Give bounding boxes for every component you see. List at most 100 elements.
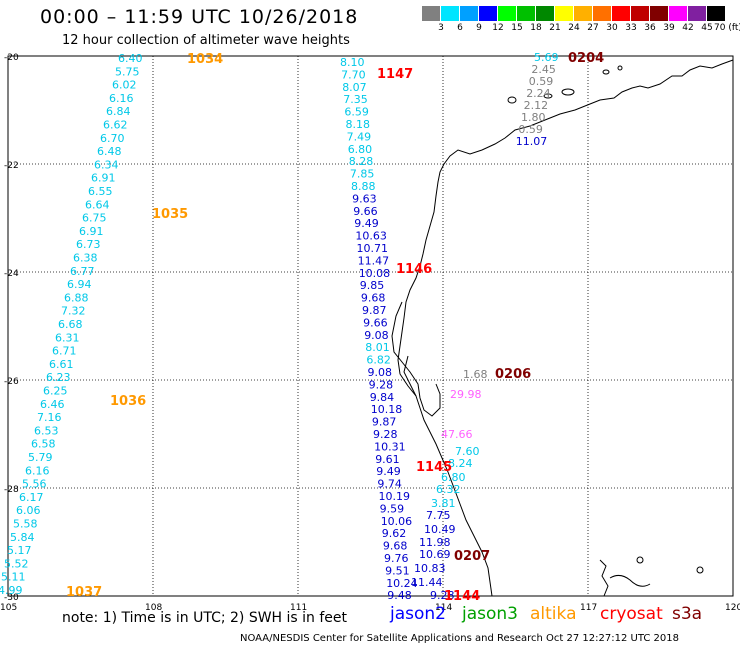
track-value: 7.60 <box>455 445 480 458</box>
track-value: 9.49 <box>376 465 401 478</box>
track-value: 5.11 <box>1 571 26 584</box>
track-value: 6.16 <box>109 92 134 105</box>
island <box>636 556 644 564</box>
legend-swatch <box>707 6 725 21</box>
track-value: 9.84 <box>370 391 395 404</box>
coastline-se <box>599 559 609 597</box>
track-value: 9.68 <box>383 540 408 553</box>
island <box>561 88 575 96</box>
track-value: 10.31 <box>374 440 406 453</box>
track-value: 6.32 <box>436 483 461 496</box>
lon-label: 111 <box>290 603 307 613</box>
track-value: 8.88 <box>351 180 376 193</box>
legend-label: 36 <box>644 23 656 33</box>
pass-id-label: 1146 <box>396 262 432 277</box>
track-value: 5.75 <box>115 65 140 78</box>
track-value: 9.66 <box>353 205 378 218</box>
track-value: 10.24 <box>386 577 418 590</box>
track-value: 4.99 <box>0 584 23 597</box>
track-value: 5.84 <box>10 531 35 544</box>
track-value: 10.69 <box>419 548 451 561</box>
lat-label: -22 <box>4 161 19 171</box>
track-value: 6.46 <box>40 398 65 411</box>
track-value: 9.62 <box>382 527 407 540</box>
track-value: 6.62 <box>103 119 128 132</box>
track-value: 2.12 <box>524 99 549 112</box>
island <box>617 65 623 71</box>
sat-altika: altika <box>530 604 577 624</box>
island <box>507 96 517 104</box>
track-value: 6.31 <box>55 331 80 344</box>
sat-jason2: jason2 <box>390 604 446 624</box>
track-value: 9.87 <box>362 304 387 317</box>
track-value: 10.08 <box>359 267 391 280</box>
track-value: 6.16 <box>25 464 50 477</box>
legend-swatch <box>688 6 706 21</box>
track-value: 9.28 <box>369 378 394 391</box>
track-value: 9.76 <box>384 552 409 565</box>
coastline-bay <box>391 301 441 417</box>
track-value: 5.52 <box>4 557 29 570</box>
track-value: 6.68 <box>58 318 83 331</box>
legend-label: 6 <box>457 23 463 33</box>
peninsula <box>403 355 417 397</box>
track-value: 6.77 <box>70 265 95 278</box>
pass-id-label: 1145 <box>416 460 452 475</box>
track-value: 6.91 <box>79 225 104 238</box>
legend-label: 33 <box>625 23 637 33</box>
track-value: 6.23 <box>46 371 71 384</box>
track-value: 6.73 <box>76 238 101 251</box>
legend-swatch <box>498 6 516 21</box>
track-value: 9.74 <box>377 478 402 491</box>
track-value: 9.85 <box>360 279 385 292</box>
track-value: 11.44 <box>411 576 443 589</box>
legend-label: 3 <box>438 23 444 33</box>
track-value: 6.91 <box>91 172 116 185</box>
track-value: 11.07 <box>516 135 548 148</box>
track-value: 9.51 <box>385 564 410 577</box>
legend-swatch <box>650 6 668 21</box>
track-value: 6.61 <box>49 358 74 371</box>
track-value: 9.48 <box>387 589 412 602</box>
track-value: 7.16 <box>37 411 62 424</box>
legend-label: 21 <box>549 23 561 33</box>
track-value: 6.02 <box>112 79 137 92</box>
track-value: 6.94 <box>67 278 92 291</box>
legend-label: 42 <box>682 23 694 33</box>
track-value: 9.59 <box>380 502 405 515</box>
track-value: 8.28 <box>349 155 374 168</box>
track-value: 11.98 <box>419 536 451 549</box>
track-value: 5.69 <box>534 51 559 64</box>
track-value: 6.48 <box>97 145 122 158</box>
track-value: 6.59 <box>344 106 369 119</box>
pass-id-label: 1036 <box>110 394 146 409</box>
track-value: 7.70 <box>341 68 366 81</box>
footer-note: note: 1) Time is in UTC; 2) SWH is in fe… <box>62 610 348 626</box>
track-value: 6.38 <box>73 252 98 265</box>
legend-swatch <box>631 6 649 21</box>
track-value: 9.87 <box>372 416 397 429</box>
sat-s3a: s3a <box>672 604 703 624</box>
lat-label: -24 <box>4 269 19 279</box>
track-value: 9.08 <box>368 366 393 379</box>
legend-label: 12 <box>492 23 504 33</box>
pass-id-label: 1144 <box>444 589 480 604</box>
track-value: 7.32 <box>61 305 86 318</box>
track-value: 5.79 <box>28 451 53 464</box>
legend-label: 70 (ft) <box>714 23 740 33</box>
track-value: 9.61 <box>375 453 400 466</box>
legend-swatch <box>517 6 535 21</box>
track-value: 6.64 <box>85 198 110 211</box>
track-value: 8.10 <box>340 56 365 69</box>
track-value: 6.70 <box>100 132 125 145</box>
track-value: 9.28 <box>430 589 455 602</box>
map-title: 00:00 – 11:59 UTC 10/26/2018 <box>40 6 359 28</box>
track-value: 6.17 <box>19 491 44 504</box>
legend-label: 24 <box>568 23 580 33</box>
lon-label: 108 <box>145 603 162 613</box>
track-value: 10.18 <box>371 403 403 416</box>
legend-swatch <box>479 6 497 21</box>
track-value: 9.28 <box>373 428 398 441</box>
track-value: 10.63 <box>355 230 387 243</box>
